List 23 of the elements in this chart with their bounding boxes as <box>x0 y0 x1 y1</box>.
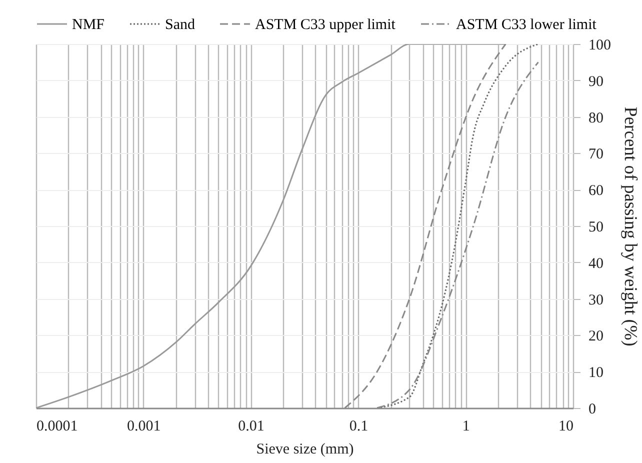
x-tick-label: 0.0001 <box>36 418 78 434</box>
x-tick-label: 0.01 <box>238 418 264 434</box>
legend-label: Sand <box>165 17 196 33</box>
x-tick-label: 10 <box>558 418 574 434</box>
y-tick-label: 10 <box>588 365 604 382</box>
legend-label: ASTM C33 upper limit <box>255 17 396 33</box>
y-tick-label: 60 <box>588 183 604 200</box>
y-tick-label: 50 <box>588 220 604 236</box>
x-axis-title: Sieve size (mm) <box>256 442 354 458</box>
y-tick-label: 30 <box>588 292 604 308</box>
y-tick-label: 80 <box>588 110 604 126</box>
x-tick-label: 0.1 <box>349 418 368 434</box>
x-tick-label: 1 <box>462 418 470 434</box>
y-tick-label: 20 <box>588 328 604 345</box>
y-tick-label: 70 <box>588 146 604 163</box>
y-tick-label: 100 <box>588 38 611 54</box>
legend-label: ASTM C33 lower limit <box>456 17 598 33</box>
y-tick-label: 0 <box>588 402 596 418</box>
x-tick-label: 0.001 <box>127 418 161 434</box>
y-axis-title: Percent of passing by weight (%) <box>621 106 641 346</box>
legend-label: NMF <box>72 17 105 33</box>
y-tick-label: 90 <box>588 74 604 90</box>
y-tick-label: 40 <box>588 256 604 272</box>
